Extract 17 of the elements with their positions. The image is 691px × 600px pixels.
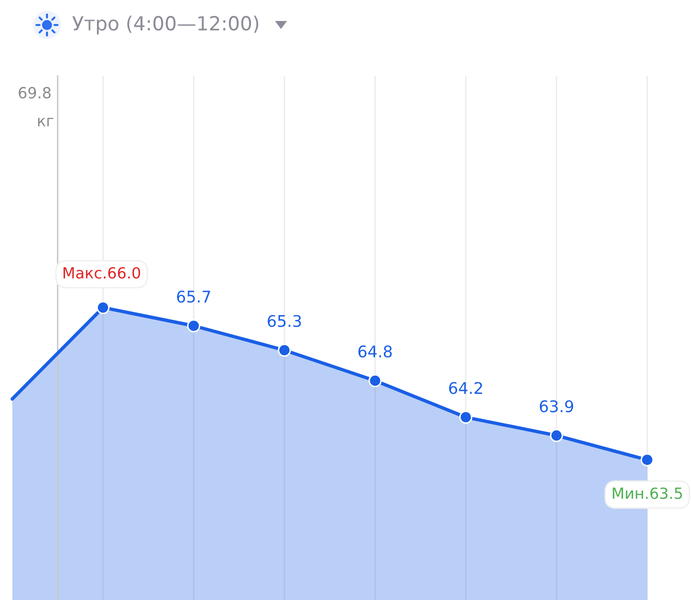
y-axis-title: кг	[38, 118, 54, 126]
point	[187, 319, 200, 332]
point	[278, 344, 291, 357]
data-label: Мин.63.5	[612, 487, 682, 500]
point	[96, 300, 110, 314]
data-label: 63.9	[540, 400, 574, 412]
data-label: 64.8	[358, 345, 392, 358]
chart-title: Утро (4:00—12:00)	[72, 16, 258, 34]
point	[459, 410, 472, 424]
data-label: 64.2	[449, 382, 482, 394]
point	[368, 374, 382, 388]
point	[550, 428, 564, 442]
data-label: 65.3	[268, 314, 301, 328]
data-label: Макс.66.0	[64, 267, 140, 279]
point	[640, 453, 654, 466]
annotation: 69.8	[18, 86, 51, 98]
data-label: 65.7	[177, 290, 210, 303]
